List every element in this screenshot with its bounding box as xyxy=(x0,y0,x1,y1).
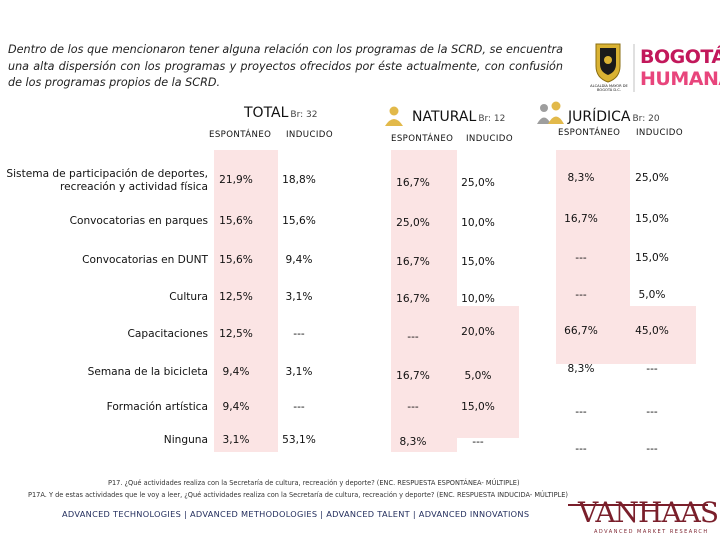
table-cell: --- xyxy=(293,328,305,340)
row-label: Capacitaciones xyxy=(127,328,208,340)
table-cell: --- xyxy=(575,252,587,264)
table-cell: --- xyxy=(646,363,658,375)
person-icon xyxy=(385,106,403,126)
table-cell: 25,0% xyxy=(635,172,669,184)
bogota-shield-icon xyxy=(595,43,635,92)
table-cell: 5,0% xyxy=(638,289,666,301)
table-cell: 45,0% xyxy=(635,325,669,337)
table-cell: 15,6% xyxy=(219,254,253,266)
table-cell: 16,7% xyxy=(396,256,430,268)
row-label: Convocatorias en DUNT xyxy=(82,254,208,266)
subheader-inducido: INDUCIDO xyxy=(636,128,683,138)
table-cell: 18,8% xyxy=(282,174,316,186)
table-cell: --- xyxy=(575,443,587,455)
table-cell: 3,1% xyxy=(285,291,313,303)
table-cell: 3,1% xyxy=(285,366,313,378)
table-cell: --- xyxy=(646,406,658,418)
table-cell: 16,7% xyxy=(396,293,430,305)
intro-text: Dentro de los que mencionaron tener algu… xyxy=(8,43,563,89)
subheader-espontaneo: ESPONTÁNEO xyxy=(391,134,454,144)
table-cell: 15,0% xyxy=(635,252,669,264)
group-base: Br: 32 xyxy=(290,110,318,120)
table-cell: --- xyxy=(293,401,305,413)
row-label: Convocatorias en parques xyxy=(69,215,208,227)
table-cell: 16,7% xyxy=(564,213,598,225)
group-title: NATURAL xyxy=(412,109,477,125)
column-highlight xyxy=(556,150,630,364)
vanhaas-rule xyxy=(568,504,708,506)
table-cell: 25,0% xyxy=(396,217,430,229)
table-cell: 66,7% xyxy=(564,325,598,337)
column-highlight xyxy=(391,150,457,452)
table-cell: --- xyxy=(575,289,587,301)
table-cell: 53,1% xyxy=(282,434,316,446)
table-cell: 20,0% xyxy=(461,326,495,338)
column-highlight xyxy=(457,306,519,438)
group-header-juridica: JURÍDICA Br: 20 xyxy=(568,109,660,125)
table-cell: 15,6% xyxy=(282,215,316,227)
group-title: TOTAL xyxy=(244,105,289,121)
subheader-espontaneo: ESPONTÁNEO xyxy=(209,130,272,140)
group-base: Br: 20 xyxy=(632,114,660,124)
bottom-tagline: ADVANCED TECHNOLOGIES | ADVANCED METHODO… xyxy=(62,509,530,519)
table-cell: 15,0% xyxy=(461,256,495,268)
column-highlight xyxy=(630,306,696,364)
group-header-natural: NATURAL Br: 12 xyxy=(412,109,505,125)
vanhaas-tagline: ADVANCED MARKET RESEARCH xyxy=(594,529,709,535)
row-label: Sistema de participación de deportes, re… xyxy=(6,168,208,193)
brand-line1: BOGOTÁ xyxy=(640,46,720,68)
table-cell: 12,5% xyxy=(219,291,253,303)
shield-caption: ALCALDÍA MAYOR DE BOGOTÁ D.C. xyxy=(590,84,628,92)
table-cell: 25,0% xyxy=(461,177,495,189)
table-cell: 8,3% xyxy=(399,436,427,448)
brand-line2: HUMANA xyxy=(640,68,720,90)
group-header-total: TOTAL Br: 32 xyxy=(244,105,317,121)
footnote-p17a: P17A. Y de estas actividades que le voy … xyxy=(28,491,568,499)
table-cell: 5,0% xyxy=(464,370,492,382)
subheader-espontaneo: ESPONTÁNEO xyxy=(558,128,621,138)
table-cell: 3,1% xyxy=(222,434,250,446)
bogota-logo: ALCALDÍA MAYOR DE BOGOTÁ D.C. BOGOTÁ HUM… xyxy=(588,40,720,96)
table-cell: 15,0% xyxy=(635,213,669,225)
table-cell: 9,4% xyxy=(222,366,250,378)
row-label: Formación artística xyxy=(106,401,208,413)
table-cell: 15,6% xyxy=(219,215,253,227)
group-base: Br: 12 xyxy=(478,114,506,124)
table-cell: 9,4% xyxy=(222,401,250,413)
row-label: Semana de la bicicleta xyxy=(87,366,208,378)
subheader-inducido: INDUCIDO xyxy=(286,130,333,140)
row-label: Cultura xyxy=(169,291,208,303)
table-cell: --- xyxy=(575,406,587,418)
table-cell: 21,9% xyxy=(219,174,253,186)
subheader-inducido: INDUCIDO xyxy=(466,134,513,144)
table-cell: 10,0% xyxy=(461,293,495,305)
group-title: JURÍDICA xyxy=(568,109,631,125)
table-cell: --- xyxy=(407,401,419,413)
table-cell: 12,5% xyxy=(219,328,253,340)
footnote-p17: P17. ¿Qué actividades realiza con la Sec… xyxy=(108,479,520,487)
table-cell: 16,7% xyxy=(396,177,430,189)
column-highlight xyxy=(214,150,278,452)
table-cell: 16,7% xyxy=(396,370,430,382)
table-cell: 8,3% xyxy=(567,172,595,184)
table-cell: --- xyxy=(646,443,658,455)
table-cell: --- xyxy=(472,436,484,448)
table-cell: 8,3% xyxy=(567,363,595,375)
vanhaas-logo: VANHAAS xyxy=(578,496,719,529)
table-cell: 15,0% xyxy=(461,401,495,413)
row-label: Ninguna xyxy=(163,434,208,446)
table-cell: --- xyxy=(407,331,419,343)
table-cell: 10,0% xyxy=(461,217,495,229)
table-cell: 9,4% xyxy=(285,254,313,266)
company-icon xyxy=(537,101,564,124)
